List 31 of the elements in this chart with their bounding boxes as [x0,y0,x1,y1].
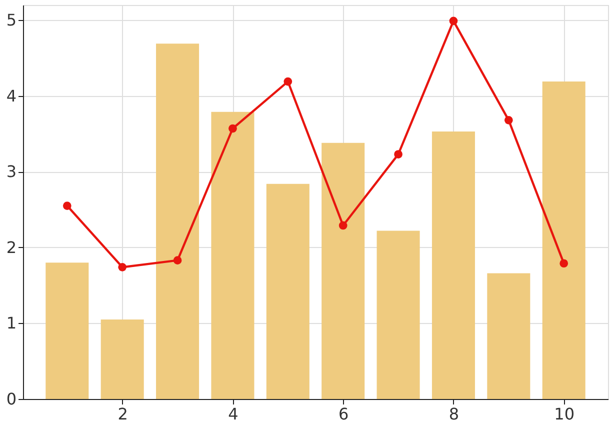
y-tick-label: 4 [6,86,16,106]
bar [211,112,254,399]
point [284,77,292,86]
point [228,124,237,133]
point [560,259,568,268]
bar [432,132,475,399]
y-tick-label: 5 [6,10,16,30]
bar [322,142,365,399]
point [62,202,72,210]
bar [100,319,144,399]
x-tick-label: 10 [554,404,575,424]
x-tick-label: 6 [338,404,349,424]
bar [487,273,530,399]
point [173,256,182,265]
y-tick-label: 3 [6,162,16,182]
bar [266,184,310,399]
bar [46,262,89,399]
point [394,150,402,158]
x-tick-label: 8 [448,404,460,424]
bar [542,82,586,399]
x-tick-label: 4 [228,404,238,424]
y-tick-label: 0 [6,390,16,408]
point [338,221,348,230]
point [449,16,458,26]
point [118,262,127,272]
bar [376,230,420,399]
x-tick-label: 2 [118,404,128,424]
y-tick-label: 1 [6,314,16,333]
y-tick-label: 2 [6,238,16,257]
point [504,116,513,124]
bar [156,44,200,399]
